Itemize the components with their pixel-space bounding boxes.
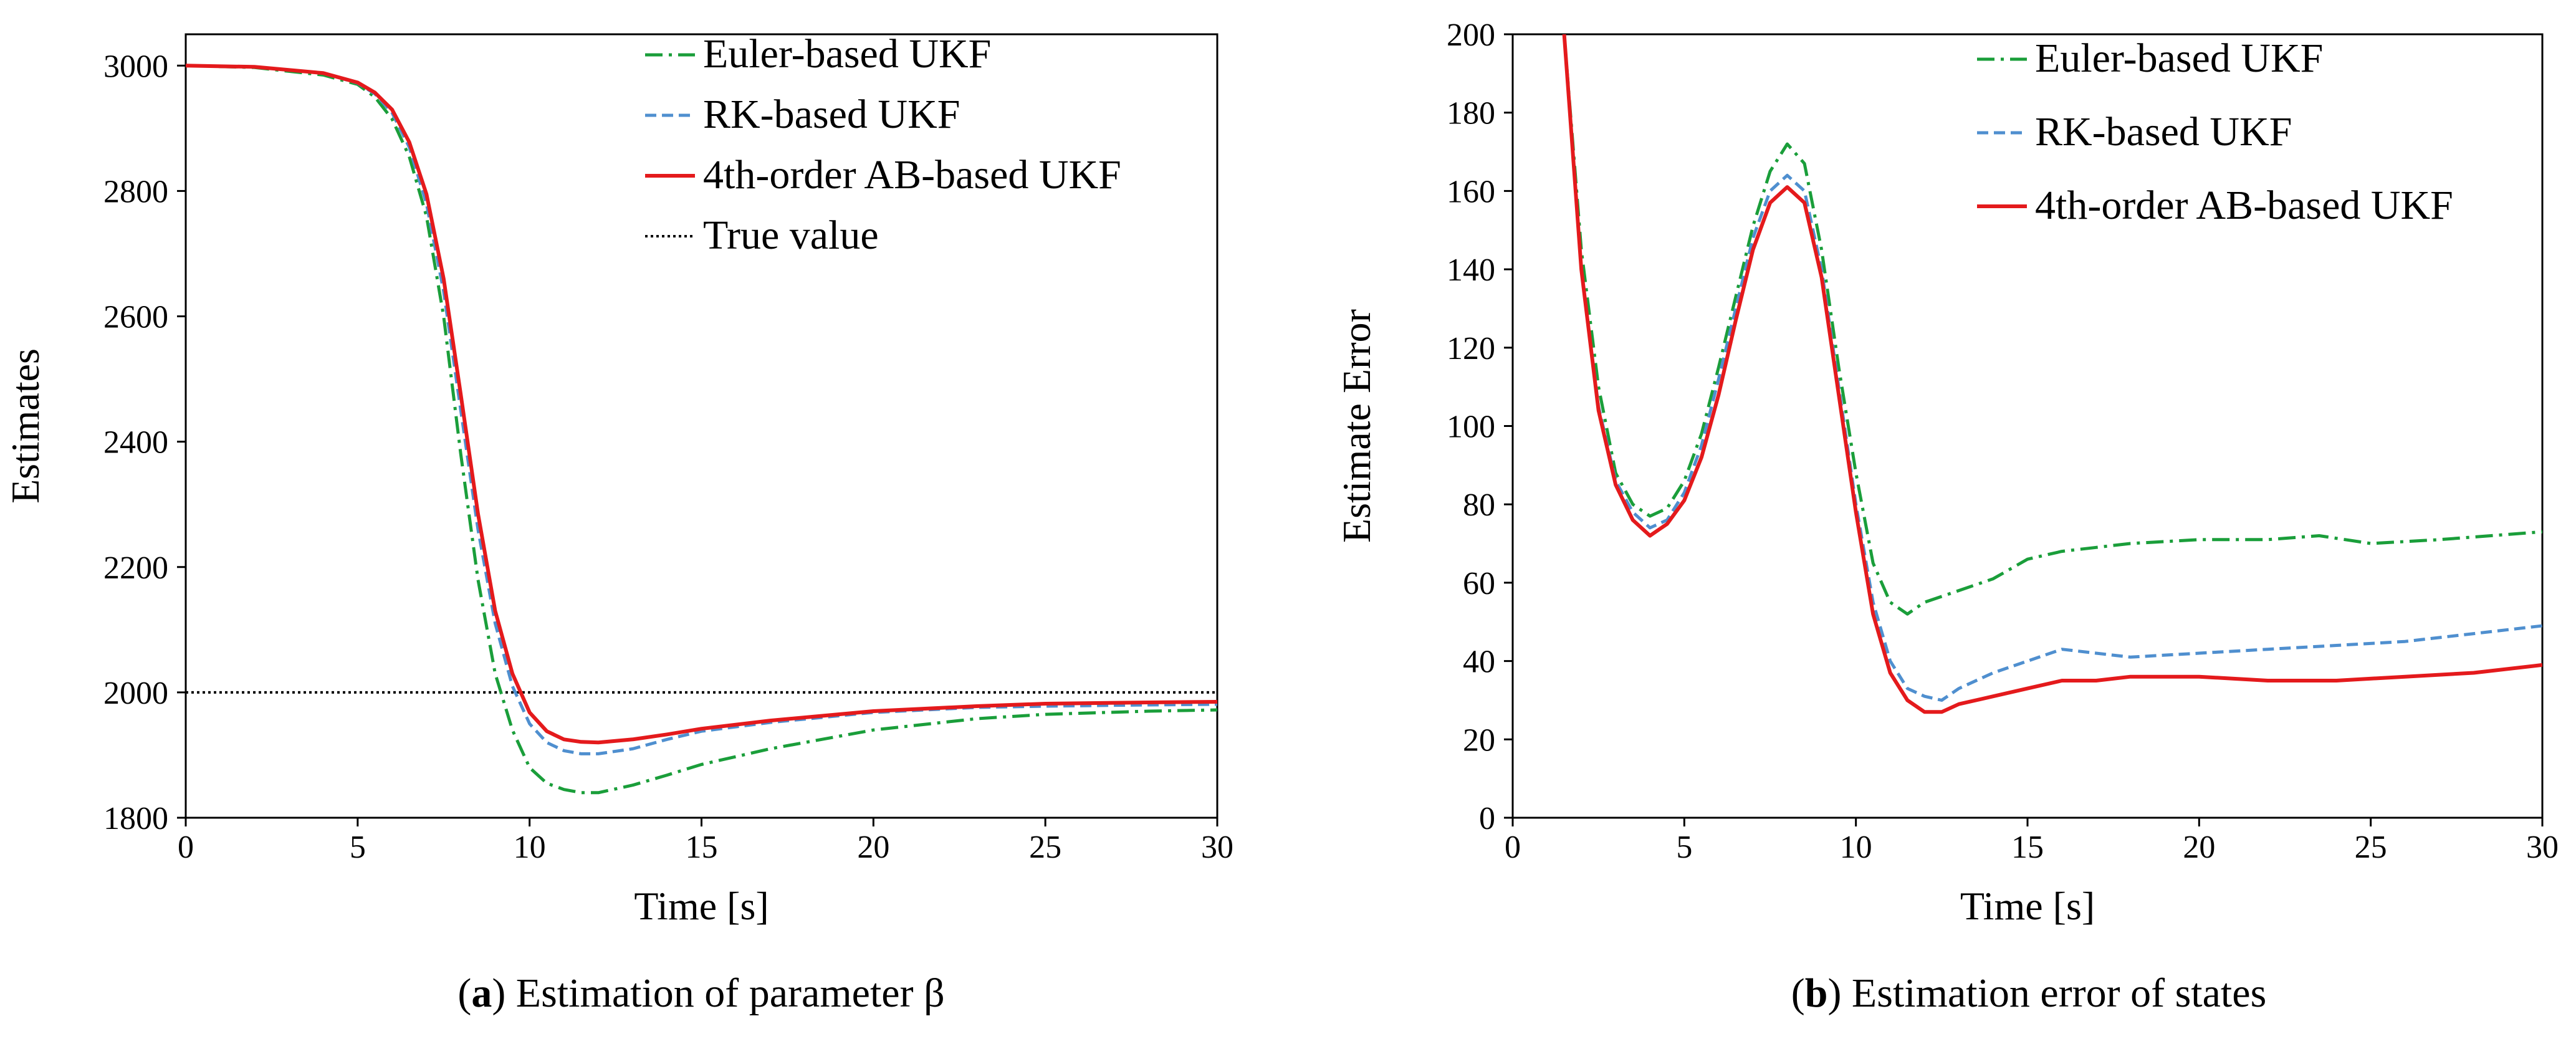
legend: Euler-based UKF RK-based UKF 4th-order AB-… bbox=[645, 31, 1121, 258]
series-line-4th-order-ab-based-ukf bbox=[186, 64, 1217, 745]
y-tick-label: 40 bbox=[1463, 644, 1495, 680]
y-tick-label: 120 bbox=[1447, 331, 1495, 366]
series-line-euler-based-ukf bbox=[1563, 34, 2542, 616]
x-tick-label: 15 bbox=[2011, 830, 2044, 865]
x-tick-label: 5 bbox=[1676, 830, 1692, 865]
y-tick-label: 2000 bbox=[103, 676, 168, 711]
y-tick-label: 200 bbox=[1447, 17, 1495, 53]
legend-entry-label: True value bbox=[703, 213, 879, 258]
y-tick-label: 1800 bbox=[103, 801, 168, 836]
legend-entry-label: 4th-order AB-based UKF bbox=[703, 152, 1121, 198]
y-tick-label: 60 bbox=[1463, 566, 1495, 601]
y-tick-label: 100 bbox=[1447, 409, 1495, 445]
chart-panel-b: 0 5 10 15 20 25 30 0 20 40 60 80 100 120 140 160 180 200 T… bbox=[1334, 17, 2559, 1016]
x-tick-label: 10 bbox=[1840, 830, 1872, 865]
x-tick-label: 25 bbox=[2355, 830, 2387, 865]
y-axis-label: Estimates bbox=[3, 348, 47, 504]
legend-entry-label: Euler-based UKF bbox=[703, 31, 991, 77]
chart-panel-a: 0 5 10 15 20 25 30 1800 2000 2200 2400 2600 2800 3000… bbox=[3, 31, 1233, 1016]
panel-caption: (a) Estimation of parameter β bbox=[457, 970, 944, 1016]
y-tick-label: 2400 bbox=[103, 425, 168, 461]
x-tick-label: 0 bbox=[1505, 830, 1521, 865]
series-line-euler-based-ukf bbox=[186, 64, 1217, 795]
legend-entry-label: 4th-order AB-based UKF bbox=[2035, 183, 2453, 228]
plot-frame bbox=[1511, 33, 2544, 819]
y-tick-label: 180 bbox=[1447, 96, 1495, 132]
x-tick-label: 15 bbox=[686, 830, 718, 865]
legend: Euler-based UKF RK-based UKF 4th-order AB-… bbox=[1977, 36, 2453, 228]
y-tick-label: 20 bbox=[1463, 722, 1495, 758]
x-tick-label: 25 bbox=[1029, 830, 1061, 865]
y-tick-label: 140 bbox=[1447, 252, 1495, 288]
y-axis-label: Estimate Error bbox=[1334, 309, 1379, 543]
x-tick-label: 10 bbox=[514, 830, 546, 865]
panel-caption: (b) Estimation error of states bbox=[1791, 970, 2267, 1016]
y-tick-label: 160 bbox=[1447, 174, 1495, 209]
x-axis-label: Time [s] bbox=[634, 884, 768, 928]
y-tick-label: 80 bbox=[1463, 487, 1495, 523]
x-tick-label: 0 bbox=[178, 830, 194, 865]
legend-entry-label: RK-based UKF bbox=[703, 92, 960, 137]
legend-entry-label: Euler-based UKF bbox=[2035, 36, 2323, 81]
y-tick-label: 2600 bbox=[103, 300, 168, 335]
x-tick-label: 20 bbox=[2183, 830, 2215, 865]
y-tick-label: 3000 bbox=[103, 49, 168, 84]
x-tick-label: 20 bbox=[857, 830, 889, 865]
y-tick-label: 0 bbox=[1479, 801, 1495, 836]
x-tick-label: 30 bbox=[1201, 830, 1233, 865]
y-tick-label: 2200 bbox=[103, 550, 168, 586]
x-tick-label: 5 bbox=[350, 830, 366, 865]
series-line-4th-order-ab-based-ukf bbox=[1562, 34, 2542, 714]
x-tick-label: 30 bbox=[2526, 830, 2559, 865]
legend-entry-label: RK-based UKF bbox=[2035, 109, 2292, 155]
x-axis-label: Time [s] bbox=[1960, 884, 2095, 928]
y-tick-label: 2800 bbox=[103, 174, 168, 209]
